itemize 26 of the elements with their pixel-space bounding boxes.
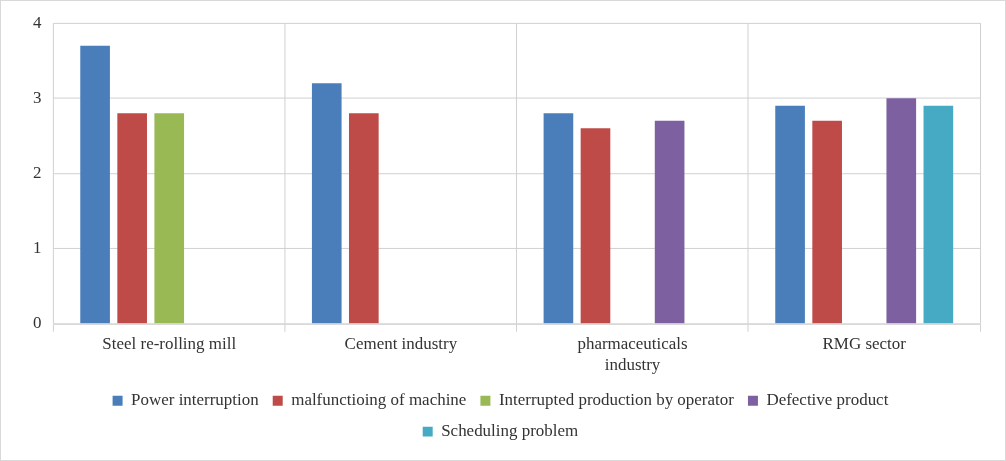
y-tick-label: 4: [32, 12, 42, 32]
bar: [654, 120, 685, 324]
x-tick-label: RMG sector: [822, 334, 907, 354]
bar: [812, 120, 842, 324]
bar: [349, 113, 379, 324]
y-tick-label: 0: [32, 313, 42, 333]
bar: [886, 98, 917, 324]
bar: [580, 128, 611, 324]
legend-label: Scheduling problem: [441, 421, 579, 441]
legend-label: Defective product: [766, 390, 889, 410]
bar: [775, 105, 805, 324]
legend-label: Power interruption: [131, 390, 260, 410]
x-tick-label: Cement industry: [344, 334, 458, 354]
legend-label: Interrupted production by operator: [498, 390, 735, 410]
bar: [117, 113, 147, 324]
y-tick-label: 2: [32, 162, 42, 182]
y-tick-label: 3: [32, 87, 42, 107]
legend-label: malfunctioing of machine: [291, 390, 467, 410]
bar: [923, 105, 954, 324]
bar: [311, 83, 342, 324]
bar: [80, 45, 110, 324]
bar: [543, 113, 574, 324]
bar: [154, 113, 185, 324]
y-tick-label: 1: [32, 238, 42, 258]
x-tick-label: pharmaceuticals industry: [577, 334, 688, 374]
x-tick-label: Steel re-rolling mill: [102, 334, 237, 354]
